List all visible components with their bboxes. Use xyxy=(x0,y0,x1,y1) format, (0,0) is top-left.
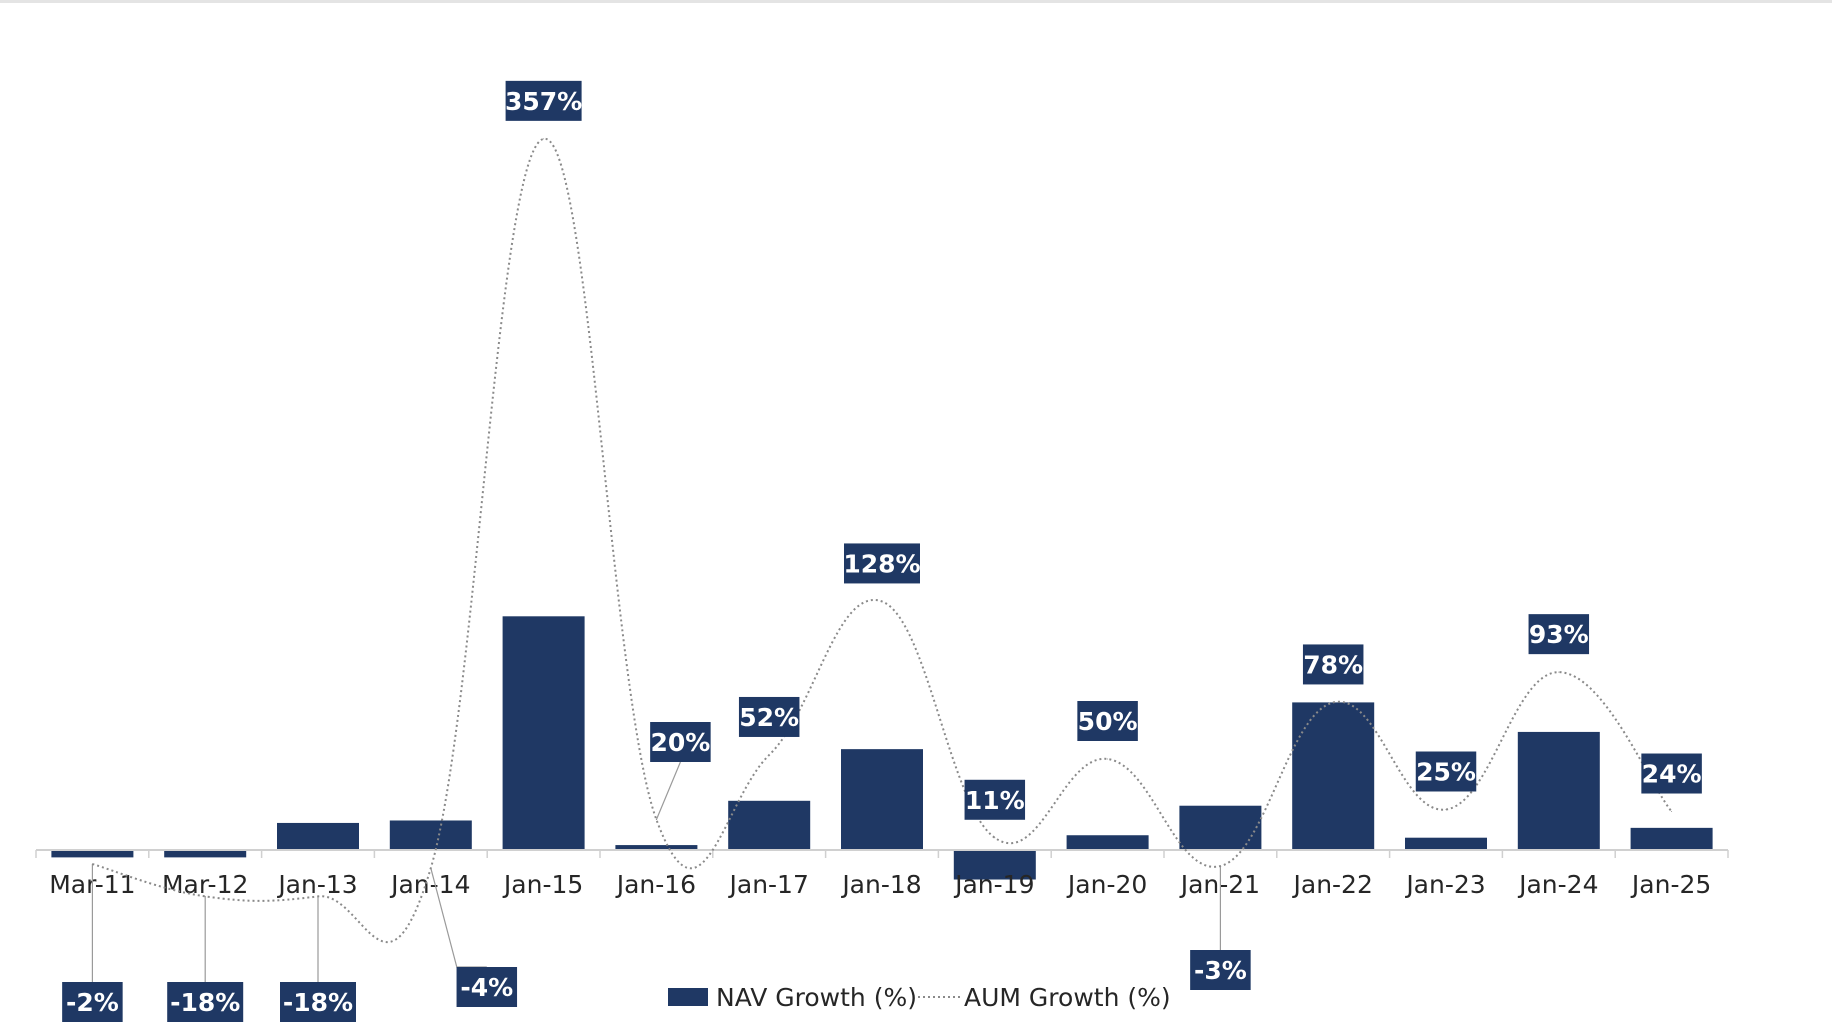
aum-point-jan-13 xyxy=(317,895,319,897)
aum-point-jan-20 xyxy=(1107,758,1109,760)
x-tick-label: Jan-14 xyxy=(389,870,470,899)
aum-point-jan-24 xyxy=(1558,671,1560,673)
data-label-box-jan-24 xyxy=(1528,614,1590,655)
x-tick-label: Jan-21 xyxy=(1179,870,1260,899)
data-label-jan-25: 24% xyxy=(1642,760,1702,789)
data-label-box-jan-22 xyxy=(1302,644,1364,685)
aum-point-mar-12 xyxy=(204,895,206,897)
aum-point-mar-11 xyxy=(91,863,93,865)
data-label-box-mar-12 xyxy=(167,982,244,1022)
data-label-jan-24: 93% xyxy=(1529,620,1589,649)
data-labels: -2% -18% -18% -4% 357% 20% 52% 128% 11% 50% -3% 78%… xyxy=(62,80,1702,1022)
nav-bar-jan-24 xyxy=(1517,731,1600,850)
x-tick-label: Jan-22 xyxy=(1292,870,1373,899)
nav-bar-jan-25 xyxy=(1630,827,1713,850)
data-label-box-jan-20 xyxy=(1077,701,1138,741)
legend-aum-label: AUM Growth (%) xyxy=(964,983,1171,1012)
aum-point-jan-15 xyxy=(543,138,545,140)
aum-point-jan-21 xyxy=(1219,865,1221,867)
aum-point-jan-25 xyxy=(1671,811,1673,813)
data-label-box-jan-18 xyxy=(844,543,920,584)
legend: NAV Growth (%) AUM Growth (%) xyxy=(668,983,1171,1012)
x-tick-label: Jan-20 xyxy=(1066,870,1147,899)
nav-bar-jan-17 xyxy=(728,800,811,850)
data-label-box-mar-11 xyxy=(62,982,123,1022)
nav-bar-jan-20 xyxy=(1066,835,1149,850)
x-tick-label: Jan-19 xyxy=(953,870,1034,899)
nav-bar-mar-11 xyxy=(51,850,134,858)
data-label-jan-14: -4% xyxy=(460,973,513,1002)
nav-bar-jan-16 xyxy=(615,845,698,850)
nav-bar-jan-21 xyxy=(1179,805,1262,850)
nav-bar-jan-23 xyxy=(1405,837,1487,850)
x-tick-label: Mar-12 xyxy=(162,870,248,899)
aum-point-jan-14 xyxy=(430,867,432,869)
x-tick-label: Jan-24 xyxy=(1517,870,1598,899)
x-tick-label: Jan-18 xyxy=(840,870,921,899)
legend-nav-label: NAV Growth (%) xyxy=(716,983,917,1012)
data-label-box-jan-13 xyxy=(280,982,356,1022)
data-label-jan-17: 52% xyxy=(739,703,799,732)
data-label-jan-21: -3% xyxy=(1194,956,1247,985)
nav-bar-mar-12 xyxy=(164,850,247,858)
legend-bar-swatch xyxy=(668,988,708,1006)
data-label-jan-16: 20% xyxy=(650,728,710,757)
data-label-jan-13: -18% xyxy=(283,988,353,1017)
x-tick-label: Jan-25 xyxy=(1630,870,1711,899)
data-label-jan-18: 128% xyxy=(843,549,920,578)
aum-point-jan-23 xyxy=(1445,809,1447,810)
nav-bar-jan-13 xyxy=(277,822,359,850)
nav-bar-jan-14 xyxy=(389,820,472,850)
data-label-mar-12: -18% xyxy=(170,988,240,1017)
data-label-jan-22: 78% xyxy=(1303,650,1363,679)
x-axis: Mar-11 Mar-12 Jan-13 Jan-14 Jan-15 Jan-16 Jan-… xyxy=(35,849,1729,899)
nav-bar-jan-22 xyxy=(1292,702,1375,850)
data-label-box-jan-25 xyxy=(1641,753,1702,794)
data-label-box-jan-15 xyxy=(505,80,582,121)
aum-point-jan-18 xyxy=(881,600,883,602)
aum-point-jan-19 xyxy=(994,837,996,839)
data-label-jan-19: 11% xyxy=(965,786,1025,815)
nav-bar-jan-15 xyxy=(502,616,585,850)
aum-point-jan-17 xyxy=(768,754,770,756)
data-label-box-jan-21 xyxy=(1190,950,1251,990)
nav-bar-jan-19 xyxy=(953,850,1036,880)
data-label-box-jan-16 xyxy=(650,722,711,762)
top-border xyxy=(0,0,1832,3)
data-label-box-jan-19 xyxy=(964,779,1026,820)
leader-line xyxy=(655,761,681,820)
data-label-mar-11: -2% xyxy=(66,988,119,1017)
x-tick-label: Jan-16 xyxy=(615,870,696,899)
aum-line xyxy=(92,137,1673,944)
data-label-box-jan-14 xyxy=(456,967,518,1007)
data-label-box-jan-17 xyxy=(738,696,800,737)
aum-point-jan-22 xyxy=(1332,701,1334,703)
data-label-jan-15: 357% xyxy=(505,87,582,116)
x-tick-label: Jan-17 xyxy=(728,870,809,899)
aum-point-jan-16 xyxy=(655,819,657,821)
data-label-jan-23: 25% xyxy=(1416,758,1476,787)
bar-series xyxy=(51,616,1713,880)
x-tick-label: Jan-23 xyxy=(1404,870,1485,899)
x-tick-label: Jan-15 xyxy=(502,870,583,899)
x-tick-label: Jan-13 xyxy=(276,870,357,899)
line-series xyxy=(91,137,1673,944)
data-label-box-jan-23 xyxy=(1415,751,1477,792)
nav-bar-jan-18 xyxy=(841,749,923,850)
data-label-jan-20: 50% xyxy=(1078,707,1138,736)
